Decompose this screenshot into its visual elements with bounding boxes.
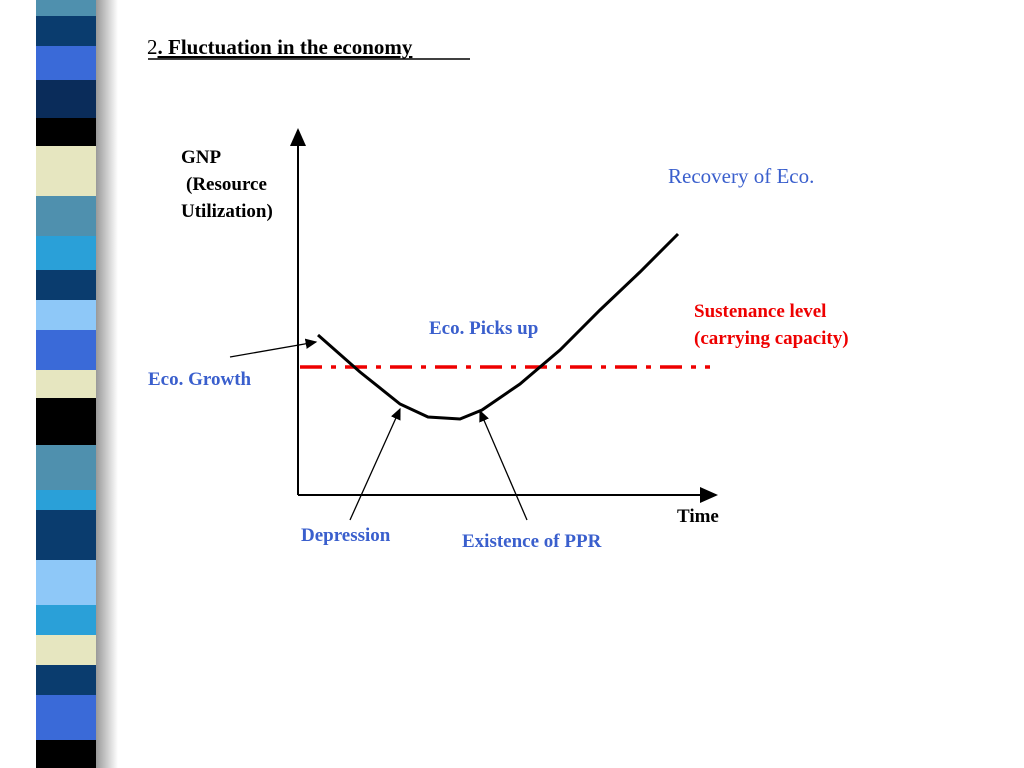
x-axis-label: Time [677, 506, 719, 527]
annotation: Existence of PPR [462, 531, 602, 552]
annotation: Eco. Growth [148, 369, 252, 390]
y-axis-label: (Resource [186, 174, 267, 195]
y-axis-label: Utilization) [181, 201, 273, 222]
annotation: Eco. Picks up [429, 318, 538, 339]
annotation: (carrying capacity) [694, 328, 849, 349]
annotation: Sustenance level [694, 301, 826, 322]
slide-title: 2. Fluctuation in the economy [147, 35, 413, 59]
arrow [229, 338, 318, 358]
y-axis-label: GNP [181, 147, 222, 168]
title-text: . Fluctuation in the economy [158, 35, 413, 59]
annotation: Depression [301, 525, 391, 546]
decor-stripe [36, 0, 118, 768]
title-number: 2 [147, 35, 158, 59]
arrow [479, 409, 528, 521]
arrow [349, 407, 401, 521]
annotation: Recovery of Eco. [668, 164, 814, 188]
